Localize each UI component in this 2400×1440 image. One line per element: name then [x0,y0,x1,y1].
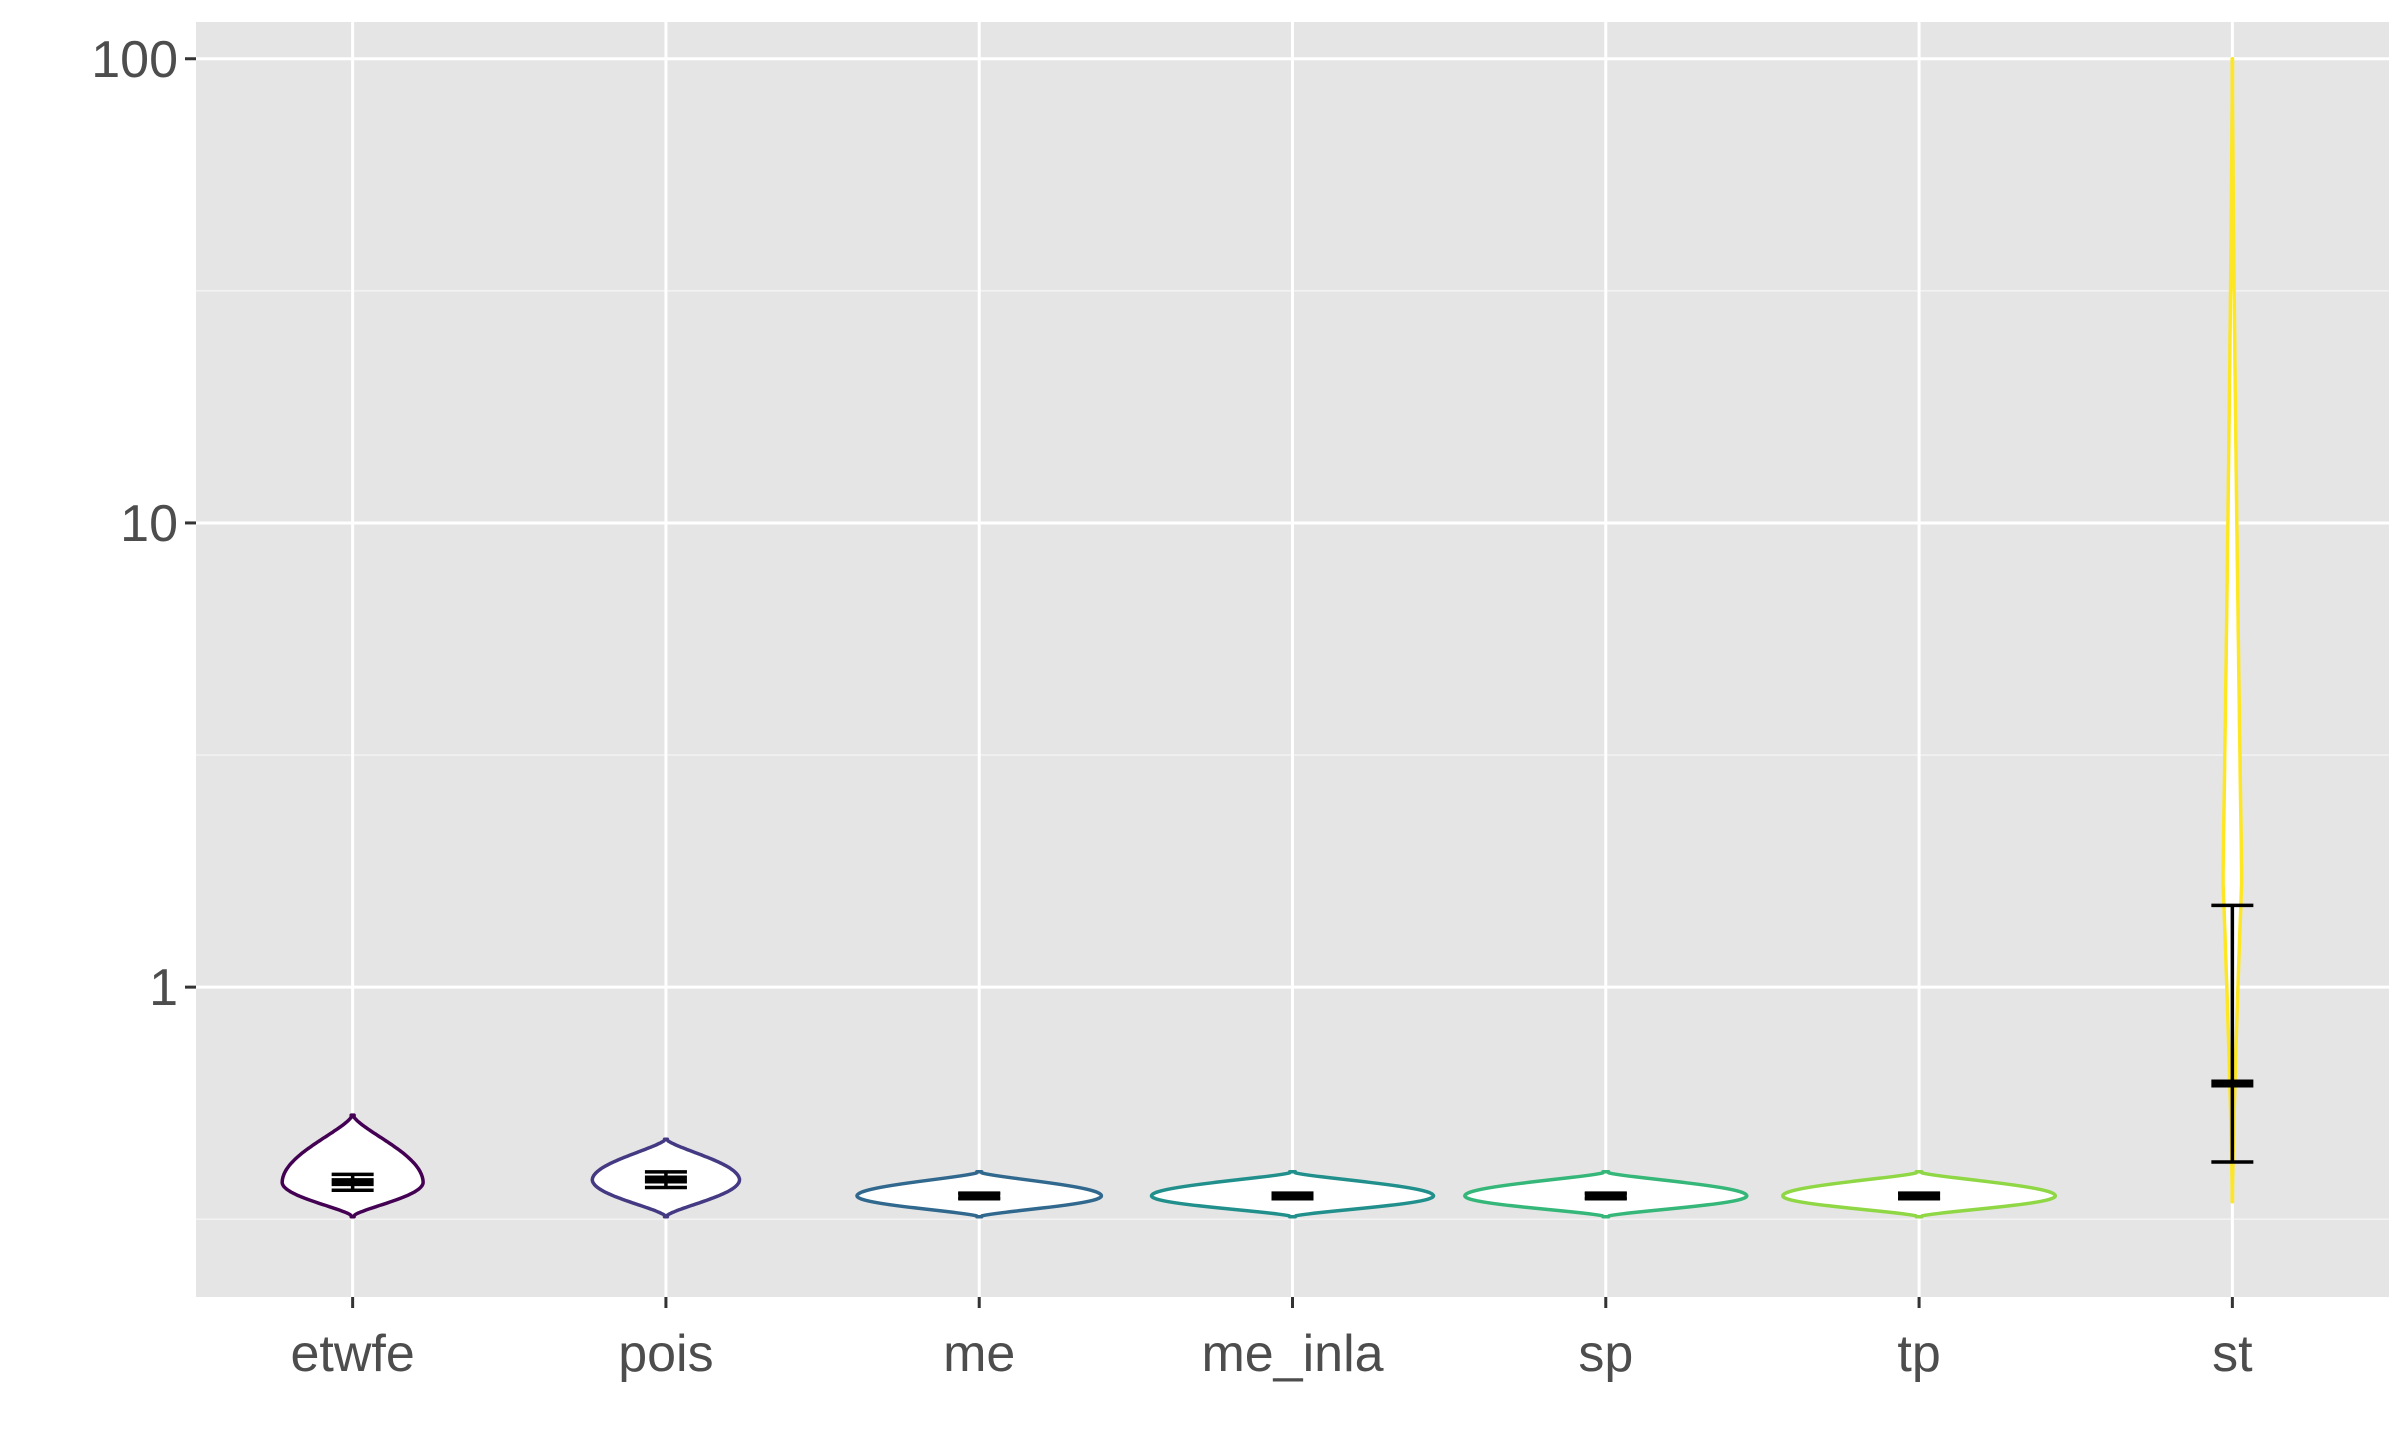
y-tick-label: 100 [91,31,178,89]
error-bars [331,903,2254,1201]
y-tick-label: 1 [149,959,178,1017]
violin-etwfe [280,1113,425,1219]
x-tick-label: me_inla [1201,1325,1383,1383]
x-tick-label: me [943,1325,1015,1383]
y-axis: 1 10 100 [91,31,196,1017]
x-tick-label: st [2212,1325,2253,1383]
violin-st [2221,57,2244,1204]
x-tick-label: tp [1897,1325,1940,1383]
y-tick-label: 10 [120,495,178,553]
grid-major [196,22,2389,1297]
x-tick-label: pois [618,1325,713,1383]
x-tick-label: sp [1578,1325,1633,1383]
x-tick-label: etwfe [290,1325,414,1383]
x-axis: etwfe pois me me_inla sp tp st [290,1297,2253,1383]
